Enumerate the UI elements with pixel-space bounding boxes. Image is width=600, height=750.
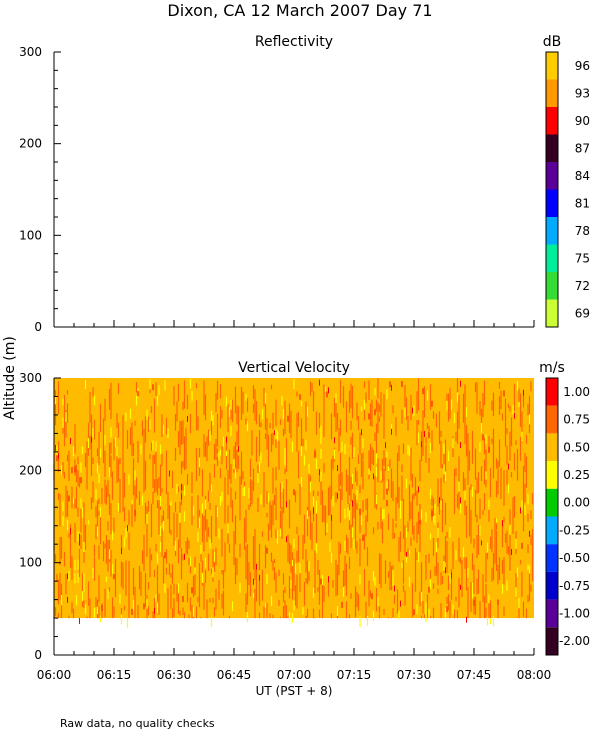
colorbar-label: 1.00 xyxy=(563,385,590,399)
x-tick-label: 07:15 xyxy=(337,668,372,682)
colorbar-swatch xyxy=(546,272,558,300)
colorbar-label: 0.25 xyxy=(563,468,590,482)
colorbar-swatch xyxy=(546,244,558,272)
reflectivity-colorbar-unit: dB xyxy=(543,34,562,50)
colorbar-swatch xyxy=(546,433,558,462)
colorbar-label: 0.00 xyxy=(563,496,590,510)
footnote: Raw data, no quality checks xyxy=(60,717,215,730)
colorbar-label: 0.50 xyxy=(563,440,590,454)
colorbar-frame xyxy=(545,51,559,328)
vertical-velocity-colorbar-unit: m/s xyxy=(539,360,565,376)
vertical-velocity-axes: 0 100 200 300 06:00 06:15 06:30 06:45 07:00 07:15… xyxy=(19,371,551,682)
colorbar-label: 0.75 xyxy=(563,413,590,427)
colorbar-label: 87 xyxy=(575,141,590,155)
y-tick-label: 0 xyxy=(34,320,42,334)
colorbar-label: 93 xyxy=(575,86,590,100)
colorbar-label: 72 xyxy=(575,279,590,293)
y-axis-label: Altitude (m) xyxy=(2,336,18,420)
vertical-velocity-colorbar: 1.00 0.75 0.50 0.25 0.00 -0.25 -0.50 -0.75 -1.00… xyxy=(545,377,590,656)
colorbar-label: 90 xyxy=(575,114,590,128)
y-tick-label: 200 xyxy=(19,137,42,151)
reflectivity-panel: Reflectivity 0 100 200 300 96 93 90 87 84 81 78 75… xyxy=(19,34,590,334)
colorbar-swatch xyxy=(546,599,558,628)
colorbar-frame xyxy=(545,377,559,656)
colorbar-swatch xyxy=(546,488,558,517)
colorbar-swatch xyxy=(546,217,558,245)
colorbar-swatch xyxy=(546,189,558,217)
colorbar-label: 69 xyxy=(575,306,590,320)
figure-title: Dixon, CA 12 March 2007 Day 71 xyxy=(167,1,432,20)
x-tick-label: 06:45 xyxy=(217,668,252,682)
colorbar-label: 84 xyxy=(575,169,590,183)
y-tick-label: 300 xyxy=(19,371,42,385)
vertical-velocity-panel: Vertical Velocity 0 100 200 300 06:00 06:15 06… xyxy=(19,360,590,682)
colorbar-swatch xyxy=(546,544,558,572)
y-tick-label: 100 xyxy=(19,556,42,570)
colorbar-label: -2.00 xyxy=(559,634,590,648)
y-tick-label: 200 xyxy=(19,463,42,477)
colorbar-swatch xyxy=(546,52,558,80)
colorbar-label: -1.00 xyxy=(559,606,590,620)
colorbar-label: 96 xyxy=(575,59,590,73)
x-tick-label: 06:15 xyxy=(97,668,132,682)
colorbar-swatch xyxy=(546,516,558,545)
colorbar-label: -0.25 xyxy=(559,523,590,537)
colorbar-swatch xyxy=(546,571,558,600)
colorbar-label: 75 xyxy=(575,251,590,265)
colorbar-label: -0.75 xyxy=(559,579,590,593)
velocity-streaks-1.00 xyxy=(55,379,530,624)
x-tick-label: 08:00 xyxy=(517,668,552,682)
colorbar-swatch xyxy=(546,134,558,162)
x-tick-label: 07:00 xyxy=(277,668,312,682)
x-tick-label: 07:45 xyxy=(457,668,492,682)
colorbar-swatch xyxy=(546,107,558,135)
reflectivity-title: Reflectivity xyxy=(255,34,333,50)
colorbar-swatch xyxy=(546,79,558,107)
colorbar-swatch xyxy=(546,378,558,406)
colorbar-label: -0.50 xyxy=(559,551,590,565)
colorbar-label: 81 xyxy=(575,196,590,210)
colorbar-swatch xyxy=(546,461,558,489)
y-tick-label: 0 xyxy=(34,648,42,662)
x-axis-label: UT (PST + 8) xyxy=(256,684,333,698)
reflectivity-colorbar: 96 93 90 87 84 81 78 75 72 69 xyxy=(545,51,590,328)
colorbar-swatch xyxy=(546,162,558,190)
x-tick-label: 06:00 xyxy=(37,668,72,682)
x-tick-label: 07:30 xyxy=(397,668,432,682)
colorbar-swatch xyxy=(546,405,558,434)
y-tick-label: 100 xyxy=(19,228,42,242)
vertical-velocity-title: Vertical Velocity xyxy=(238,360,350,376)
reflectivity-axes: 0 100 200 300 xyxy=(19,45,535,334)
x-tick-label: 06:30 xyxy=(157,668,192,682)
colorbar-swatch xyxy=(546,299,558,327)
y-tick-label: 300 xyxy=(19,45,42,59)
colorbar-label: 78 xyxy=(575,224,590,238)
colorbar-swatch xyxy=(546,627,558,655)
vertical-velocity-field xyxy=(53,378,534,628)
